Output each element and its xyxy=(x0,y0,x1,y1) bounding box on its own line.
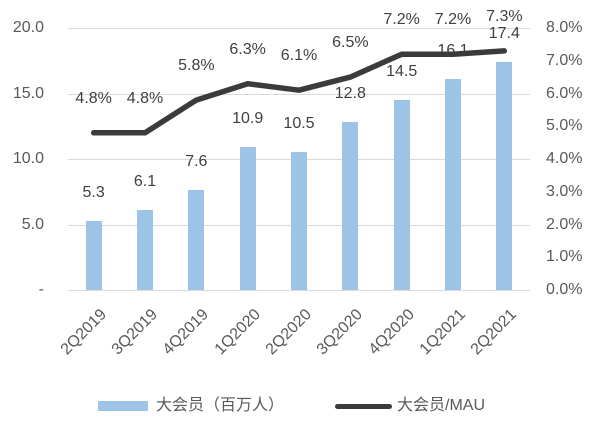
bar xyxy=(188,190,205,290)
x-axis-label: 3Q2019 xyxy=(108,306,162,359)
bar-value-label: 6.1 xyxy=(133,173,157,191)
bar-value-label: 14.5 xyxy=(386,63,418,81)
gridline xyxy=(68,28,530,29)
bar xyxy=(85,220,102,290)
gridline xyxy=(68,290,530,291)
left-axis-tick: 10.0 xyxy=(12,150,44,167)
bar xyxy=(291,152,307,290)
right-axis-tick: 8.0% xyxy=(546,19,583,36)
x-axis-label: 2Q2019 xyxy=(57,306,110,359)
right-axis-tick: 4.0% xyxy=(546,150,583,167)
x-axis-label: 4Q2019 xyxy=(160,306,213,359)
right-axis-tick: 0.0% xyxy=(546,281,583,298)
bar-value-label: 10.5 xyxy=(283,115,315,133)
line-point-label: 5.8% xyxy=(178,57,215,75)
bar-value-label: 12.8 xyxy=(334,85,366,103)
right-axis-tick: 6.0% xyxy=(546,84,583,102)
legend-bar-swatch-icon xyxy=(98,401,148,411)
left-axis-tick: - xyxy=(38,281,44,298)
legend-bar-label: 大会员（百万人） xyxy=(156,397,285,414)
bar xyxy=(239,147,256,290)
right-axis-tick: 7.0% xyxy=(546,51,583,69)
x-axis-label: 4Q2020 xyxy=(365,306,418,359)
bar xyxy=(137,210,153,290)
line-point-label: 7.2% xyxy=(434,11,472,29)
x-axis-label: 1Q2020 xyxy=(211,306,264,359)
line-point-label: 7.2% xyxy=(383,11,420,29)
bar-value-label: 10.9 xyxy=(232,110,264,128)
bar-value-label: 7.6 xyxy=(185,153,208,171)
x-axis-label: 1Q2021 xyxy=(416,306,470,359)
x-axis-label: 3Q2020 xyxy=(314,306,367,359)
right-axis-tick: 5.0% xyxy=(546,117,583,135)
line-point-label: 6.1% xyxy=(280,47,318,65)
left-axis-tick: 20.0 xyxy=(12,19,44,36)
x-axis-label: 2Q2020 xyxy=(262,306,316,359)
legend-line-swatch-icon xyxy=(335,404,392,409)
legend-line-label: 大会员/MAU xyxy=(397,397,486,414)
bar-value-label: 16.1 xyxy=(437,42,469,60)
left-axis-tick: 15.0 xyxy=(12,84,44,102)
line-point-label: 4.8% xyxy=(126,89,164,107)
right-axis-tick: 1.0% xyxy=(546,248,583,266)
bar-value-label: 5.3 xyxy=(82,183,105,201)
bar xyxy=(496,62,513,290)
x-axis-label: 2Q2021 xyxy=(468,306,521,359)
line-point-label: 6.5% xyxy=(332,34,369,52)
left-axis-tick: 5.0 xyxy=(21,215,44,233)
line-point-label: 4.8% xyxy=(75,89,112,107)
bar xyxy=(393,100,410,290)
line-point-label: 7.3% xyxy=(486,7,523,25)
line-point-label: 6.3% xyxy=(229,40,266,58)
bar-value-label: 17.4 xyxy=(488,25,520,43)
bar xyxy=(342,122,359,290)
right-axis-tick: 2.0% xyxy=(546,215,583,233)
legend: 大会员（百万人） 大会员/MAU xyxy=(0,394,600,420)
right-axis-tick: 3.0% xyxy=(546,182,583,200)
bar xyxy=(445,79,461,290)
